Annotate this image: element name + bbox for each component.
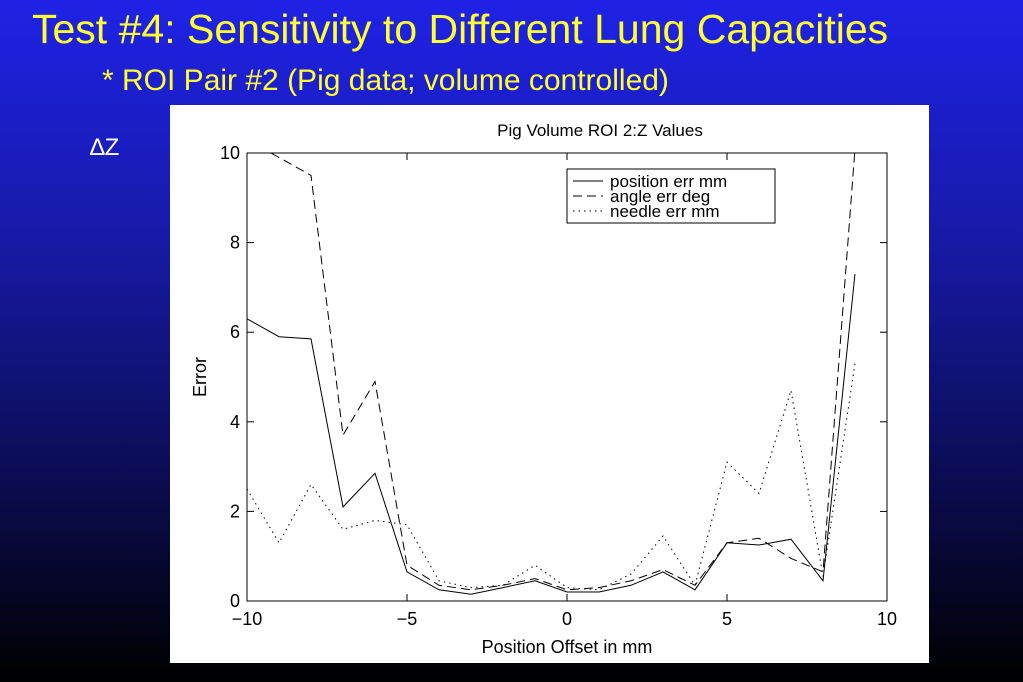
legend-label: needle err mm [610, 202, 720, 221]
legend-label: angle err deg [610, 187, 710, 206]
y-tick-label: 2 [230, 501, 240, 521]
x-axis-label: Position Offset in mm [482, 637, 653, 657]
y-tick-label: 6 [230, 322, 240, 342]
x-tick-label: 5 [722, 609, 732, 629]
x-tick-label: −5 [397, 609, 418, 629]
delta-z-label: ∆Z [90, 134, 120, 161]
slide-subtitle: * ROI Pair #2 (Pig data; volume controll… [102, 64, 669, 97]
x-tick-label: 10 [877, 609, 897, 629]
legend-label: position err mm [610, 172, 727, 191]
x-tick-label: −10 [232, 609, 263, 629]
series-line-angle-err-deg [269, 153, 856, 591]
series-line-position-err-mm [247, 273, 856, 595]
y-tick-label: 10 [220, 143, 240, 163]
y-tick-label: 8 [230, 233, 240, 253]
chart-title: Pig Volume ROI 2:Z Values [497, 121, 703, 140]
y-tick-label: 0 [230, 591, 240, 611]
y-tick-label: 4 [230, 412, 240, 432]
slide-title: Test #4: Sensitivity to Different Lung C… [32, 6, 889, 52]
y-axis-label: Error [190, 357, 210, 397]
x-tick-label: 0 [562, 609, 572, 629]
line-chart: Pig Volume ROI 2:Z Values −10 −5 0 5 10 0 2 4 6 8… [190, 121, 897, 657]
chart-figure: Pig Volume ROI 2:Z Values −10 −5 0 5 10 0 2 4 6 8… [170, 105, 929, 663]
